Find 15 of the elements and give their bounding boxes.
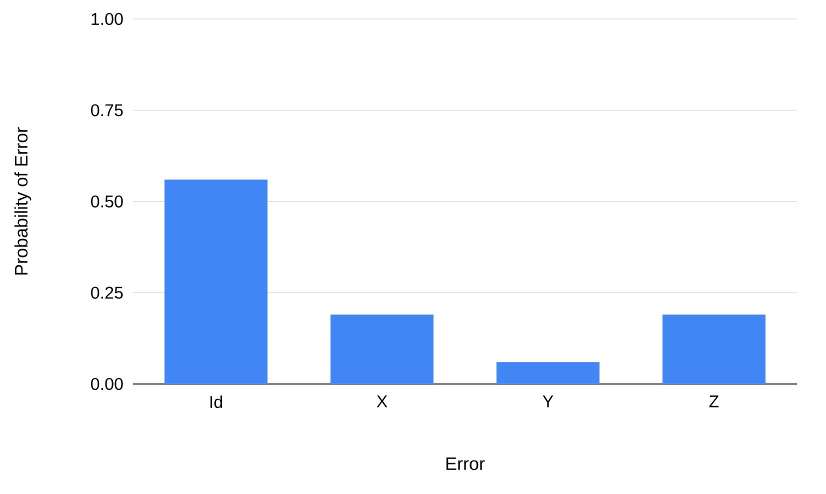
- bar: [164, 180, 268, 384]
- x-tick-label: Z: [709, 396, 719, 408]
- x-tick-label: Id: [210, 396, 222, 408]
- bar: [330, 314, 434, 384]
- y-tick-label: 1.00: [92, 12, 123, 26]
- y-axis-title: Probability of Error: [14, 127, 32, 275]
- bar: [662, 314, 766, 384]
- x-tick-label: Y: [542, 396, 554, 408]
- y-tick-label: 0.50: [91, 195, 123, 208]
- bar: [496, 362, 600, 384]
- y-tick-label: 0.00: [91, 378, 123, 390]
- x-axis-title: Error: [446, 458, 485, 470]
- y-tick-label: 0.25: [91, 286, 123, 299]
- x-tick-label: X: [376, 396, 388, 408]
- y-tick-label: 0.75: [91, 104, 123, 116]
